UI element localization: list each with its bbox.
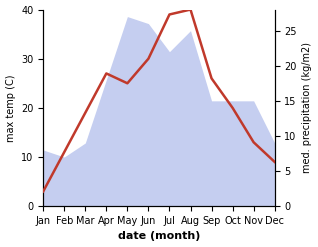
X-axis label: date (month): date (month) bbox=[118, 231, 200, 242]
Y-axis label: max temp (C): max temp (C) bbox=[5, 74, 16, 142]
Y-axis label: med. precipitation (kg/m2): med. precipitation (kg/m2) bbox=[302, 42, 313, 173]
